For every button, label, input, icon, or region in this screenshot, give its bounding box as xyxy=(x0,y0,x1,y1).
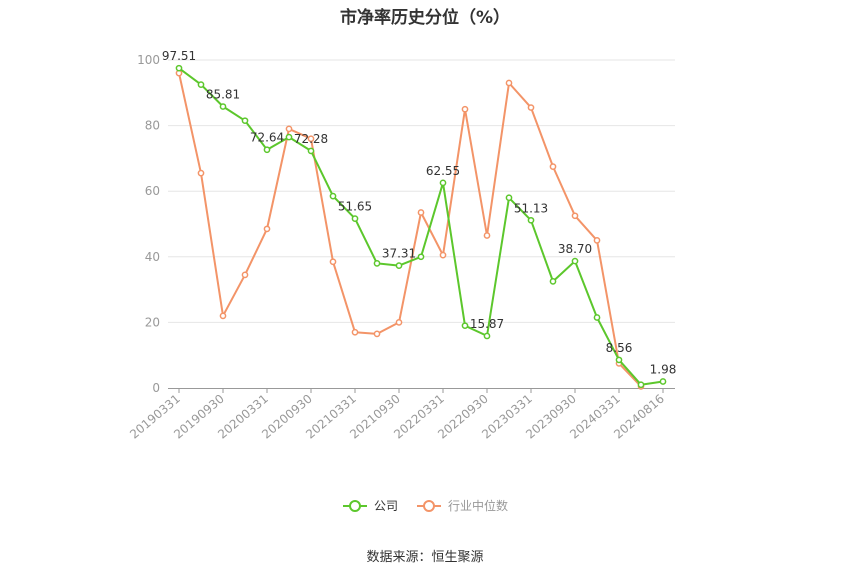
data-label-company: 85.81 xyxy=(206,88,240,102)
data-point-company xyxy=(241,117,249,125)
data-point-company xyxy=(395,262,403,269)
data-point-company xyxy=(417,253,425,261)
data-point-company xyxy=(527,216,535,224)
data-point-industry xyxy=(329,258,337,266)
data-labels: 97.51 85.81 72.64 72.28 51.65 37.31 62.55 15.87… xyxy=(162,49,677,376)
legend-marker-company xyxy=(342,499,367,512)
data-point-industry xyxy=(461,105,469,113)
y-tick-label: 60 xyxy=(145,184,160,198)
y-tick-label: 40 xyxy=(145,250,160,264)
series-company xyxy=(175,64,667,389)
data-point-company xyxy=(329,192,337,200)
data-point-company xyxy=(351,215,359,222)
data-point-company xyxy=(197,81,205,88)
legend-label-industry: 行业中位数 xyxy=(448,499,509,513)
y-tick-label: 80 xyxy=(145,119,160,133)
data-label-company: 51.13 xyxy=(514,201,548,215)
legend-item-industry[interactable]: 行业中位数 xyxy=(416,497,508,514)
legend-item-company[interactable]: 公司 xyxy=(342,497,398,514)
y-axis: 0 20 40 60 80 100 xyxy=(137,53,160,395)
data-point-industry xyxy=(241,271,249,279)
data-point-industry xyxy=(571,212,579,220)
data-point-company xyxy=(373,260,381,267)
data-label-company: 8.56 xyxy=(606,341,633,355)
data-label-company: 72.28 xyxy=(294,132,328,146)
data-point-industry xyxy=(483,232,491,239)
y-tick-label: 100 xyxy=(137,53,160,67)
data-point-company xyxy=(285,133,293,141)
data-point-company xyxy=(219,103,227,110)
data-point-company xyxy=(659,378,667,385)
data-point-company xyxy=(637,381,645,389)
data-label-company: 1.98 xyxy=(650,363,677,377)
data-point-company xyxy=(439,179,447,187)
data-point-industry xyxy=(373,330,381,338)
data-label-company: 37.31 xyxy=(382,247,416,261)
data-point-company xyxy=(505,194,513,202)
data-label-company: 15.87 xyxy=(470,317,504,331)
data-point-company xyxy=(571,257,579,265)
chart-title: 市净率历史分位（%） xyxy=(339,8,511,28)
data-label-company: 38.70 xyxy=(558,242,592,256)
data-point-company xyxy=(483,332,491,340)
data-label-company: 72.64 xyxy=(250,131,284,145)
data-label-company: 51.65 xyxy=(338,200,372,214)
legend-label-company: 公司 xyxy=(373,499,398,513)
data-point-industry xyxy=(549,163,557,170)
y-tick-label: 0 xyxy=(152,381,160,395)
data-label-company: 97.51 xyxy=(162,49,196,63)
data-point-company xyxy=(461,322,469,330)
data-point-industry xyxy=(505,79,513,87)
data-point-industry xyxy=(527,104,535,111)
data-point-industry xyxy=(417,209,425,216)
data-point-industry xyxy=(219,312,227,320)
grid-lines xyxy=(168,59,675,323)
data-point-industry xyxy=(395,319,403,326)
series-line-company xyxy=(178,67,664,386)
series-layer xyxy=(175,64,667,390)
data-point-industry xyxy=(351,328,359,336)
data-point-industry xyxy=(263,225,271,233)
source-note: 数据来源：恒生聚源 xyxy=(366,550,484,565)
data-point-industry xyxy=(197,169,205,177)
data-point-company xyxy=(593,314,601,321)
data-label-company: 62.55 xyxy=(426,164,460,178)
x-axis: 2019033120190930202003312020093020210331… xyxy=(127,388,675,442)
legend-marker-industry xyxy=(417,499,441,512)
y-tick-label: 20 xyxy=(145,315,160,329)
data-point-industry xyxy=(285,125,293,133)
series-line-industry xyxy=(178,72,642,388)
legend: 公司 行业中位数 xyxy=(0,497,850,514)
data-point-industry xyxy=(439,251,447,259)
data-point-company xyxy=(615,356,623,364)
data-point-industry xyxy=(593,237,601,244)
data-point-company xyxy=(549,278,557,285)
data-point-industry xyxy=(307,135,315,143)
data-point-company xyxy=(263,146,271,154)
data-point-company xyxy=(175,64,183,72)
data-point-company xyxy=(307,147,315,155)
